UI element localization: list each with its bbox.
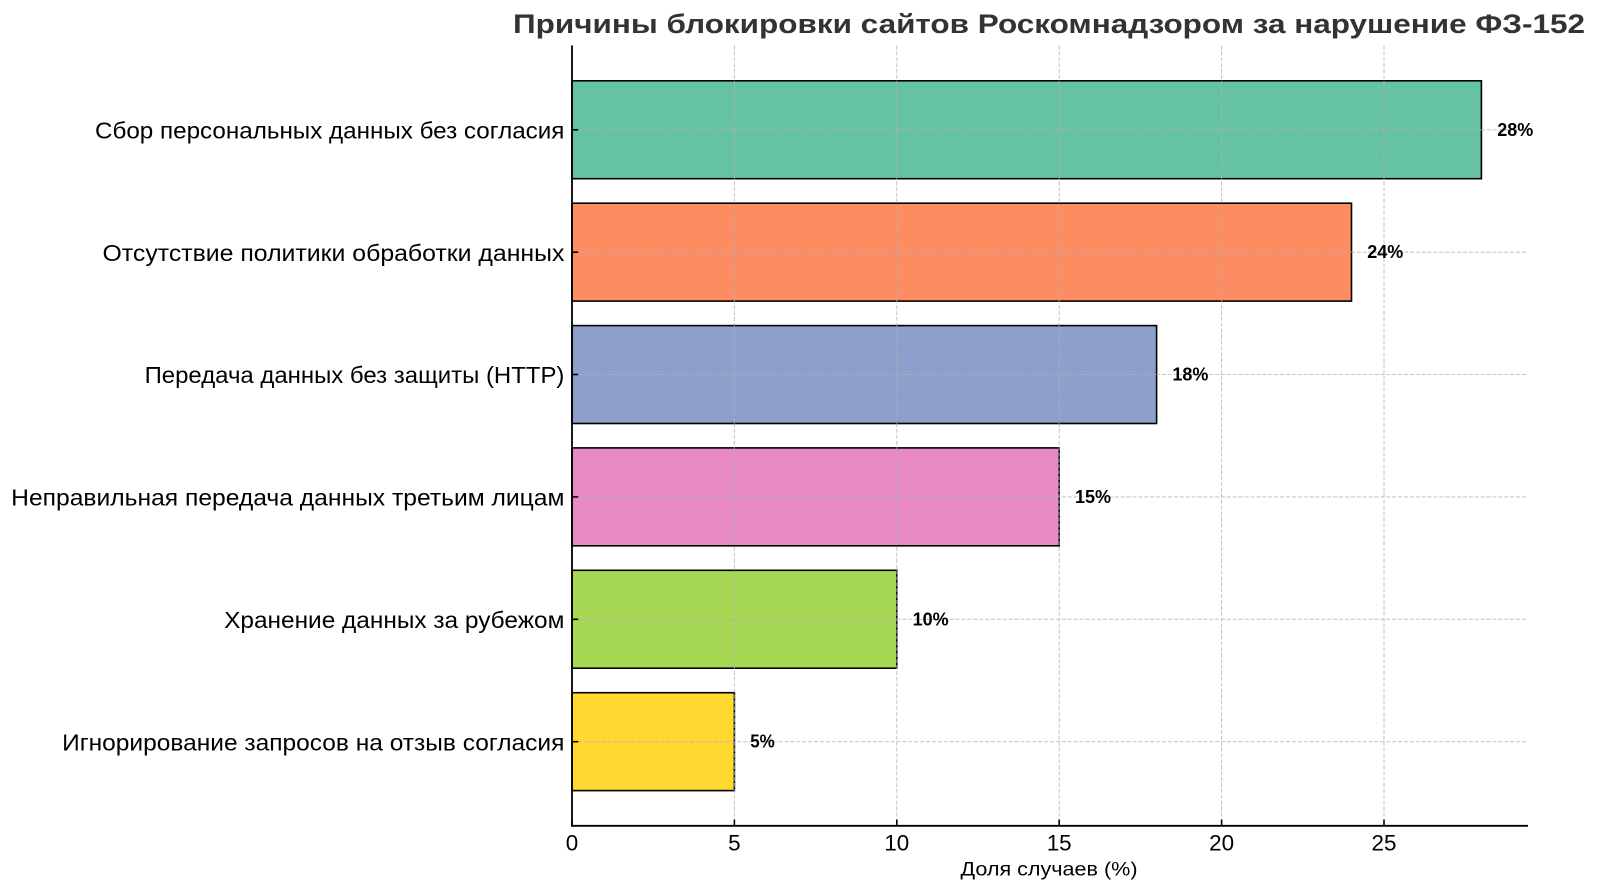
svg-text:10: 10 [884, 831, 909, 856]
svg-text:5: 5 [728, 831, 740, 856]
svg-text:Хранение данных за рубежом: Хранение данных за рубежом [224, 607, 564, 633]
svg-text:Игнорирование запросов на отзы: Игнорирование запросов на отзыв согласия [62, 729, 564, 755]
svg-text:5%: 5% [750, 732, 775, 752]
svg-text:10%: 10% [913, 609, 949, 629]
svg-text:Неправильная передача данных т: Неправильная передача данных третьим лиц… [11, 485, 564, 511]
svg-text:15: 15 [1047, 831, 1072, 856]
svg-text:18%: 18% [1172, 365, 1208, 385]
svg-text:Передача данных без защиты (HT: Передача данных без защиты (HTTP) [145, 362, 565, 388]
svg-text:15%: 15% [1075, 487, 1111, 507]
svg-text:Отсутствие политики обработки: Отсутствие политики обработки данных [103, 240, 565, 266]
svg-text:28%: 28% [1497, 120, 1533, 140]
svg-text:0: 0 [566, 831, 578, 856]
svg-text:Причины блокировки сайтов Роск: Причины блокировки сайтов Роскомнадзором… [513, 9, 1585, 39]
svg-text:20: 20 [1209, 831, 1234, 856]
svg-text:24%: 24% [1367, 242, 1403, 262]
svg-text:Сбор персональных данных без с: Сбор персональных данных без согласия [95, 117, 564, 143]
svg-text:Доля случаев (%): Доля случаев (%) [961, 859, 1138, 881]
svg-text:25: 25 [1372, 831, 1397, 856]
